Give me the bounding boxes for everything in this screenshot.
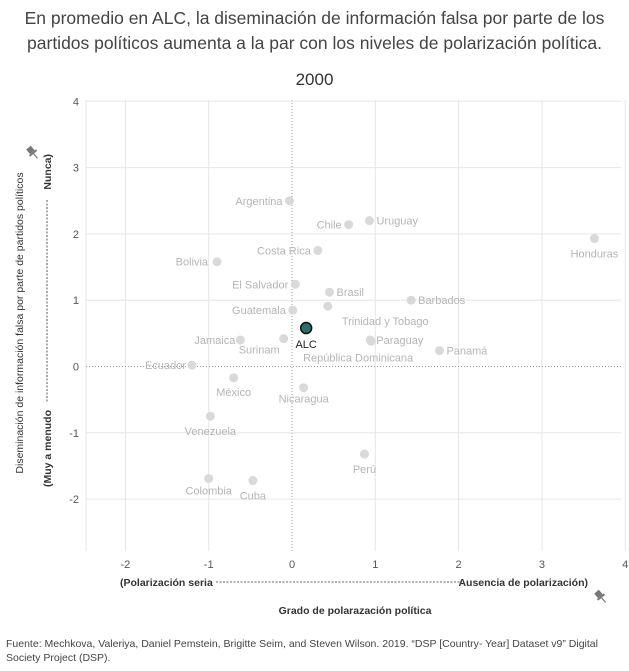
y-tick-label: 3 <box>73 163 79 175</box>
label-venezuela: Venezuela <box>185 426 237 438</box>
label-alc: ALC <box>295 339 316 351</box>
pin-icon <box>26 145 38 159</box>
y-axis-title-group: Diseminación de información falsa por pa… <box>14 172 26 473</box>
point-trinidad-y-tobago <box>323 301 333 311</box>
source-note: Fuente: Mechkova, Valeriya, Daniel Pemst… <box>6 638 598 664</box>
point-cuba <box>248 476 258 486</box>
tick-labels: -2 -1 0 1 2 3 4 4 3 2 1 0 -1 -2 <box>69 96 628 571</box>
data-points <box>187 196 599 486</box>
y-axis-top-label: Nunca) <box>42 154 54 190</box>
y-axis-title: Diseminación de información falsa por pa… <box>14 172 26 473</box>
pin-icon <box>594 589 606 603</box>
label-cuba: Cuba <box>240 491 267 503</box>
title-line-2: partidos políticos aumenta a la par con … <box>27 33 602 53</box>
label-brasil: Brasil <box>336 287 364 299</box>
x-axis-left-label: (Polarización seria <box>120 577 213 589</box>
y-tick-label: 4 <box>73 96 79 108</box>
point-honduras <box>589 234 599 244</box>
label-barbados: Barbados <box>418 295 466 307</box>
label-chile: Chile <box>317 220 342 232</box>
x-tick-label: 4 <box>622 559 628 571</box>
label-honduras: Honduras <box>571 249 619 261</box>
label-jamaica: Jamaica <box>194 335 236 347</box>
y-tick-label: 2 <box>73 229 79 241</box>
label-colombia: Colombia <box>185 486 232 498</box>
label-trinidad-y-tobago: Trinidad y Tobago <box>342 316 429 328</box>
axis-labels: (Polarización seria Ausencia de polarizac… <box>14 145 606 617</box>
point-república-dominicana <box>366 336 376 346</box>
point-bolivia <box>212 257 222 267</box>
label-costa-rica: Costa Rica <box>257 245 312 257</box>
label-guatemala: Guatemala <box>232 305 287 317</box>
point-uruguay <box>364 216 374 226</box>
y-axis-top-group: Nunca) <box>42 154 54 190</box>
label-surinam: Surinam <box>239 345 280 357</box>
x-axis-title: Grado de polarazación política <box>279 605 432 617</box>
label-méxico: México <box>216 387 251 399</box>
point-argentina <box>285 196 295 206</box>
label-ecuador: Ecuador <box>145 360 186 372</box>
y-axis-bottom-group: (Muy a menudo <box>42 410 54 487</box>
x-tick-label: 0 <box>289 559 295 571</box>
point-alc <box>299 321 313 335</box>
y-tick-label: 0 <box>73 362 79 374</box>
x-tick-label: 3 <box>539 559 545 571</box>
point-ecuador <box>187 360 197 370</box>
point-venezuela <box>205 411 215 421</box>
label-nicaragua: Nicaragua <box>279 394 330 406</box>
y-tick-label: -1 <box>69 428 79 440</box>
label-uruguay: Uruguay <box>376 216 418 228</box>
y-tick-label: 1 <box>73 295 79 307</box>
point-panamá <box>434 346 444 356</box>
x-tick-label: 1 <box>372 559 378 571</box>
point-costa-rica <box>313 245 323 255</box>
point-labels: Argentina Chile Uruguay Costa Rica Honduras B… <box>145 196 619 503</box>
point-barbados <box>406 295 416 305</box>
x-axis-right-label: Ausencia de polarización) <box>458 577 588 589</box>
x-tick-label: -1 <box>204 559 214 571</box>
x-tick-label: -2 <box>121 559 131 571</box>
label-paraguay: Paraguay <box>376 335 424 347</box>
point-perú <box>359 449 369 459</box>
point-nicaragua <box>299 383 309 393</box>
label-panamá: Panamá <box>446 346 488 358</box>
point-brasil <box>324 287 334 297</box>
point-chile <box>344 220 354 230</box>
point-colombia <box>204 474 214 484</box>
label-perú: Perú <box>353 464 376 476</box>
point-jamaica <box>235 335 245 345</box>
point-méxico <box>229 373 239 383</box>
point-el-salvador <box>290 279 300 289</box>
point-guatemala <box>288 305 298 315</box>
chart-title: En promedio en ALC, la diseminación de i… <box>0 6 629 56</box>
label-república-dominicana: República Dominicana <box>303 352 414 364</box>
point-surinam <box>279 334 289 344</box>
chart-year-label: 2000 <box>295 70 334 89</box>
label-el-salvador: El Salvador <box>232 279 289 291</box>
x-tick-label: 2 <box>456 559 462 571</box>
y-axis-bottom-label: (Muy a menudo <box>42 410 54 487</box>
title-line-1: En promedio en ALC, la diseminación de i… <box>24 8 605 28</box>
label-bolivia: Bolivia <box>176 257 209 269</box>
grid-lines <box>85 100 626 551</box>
y-tick-label: -2 <box>69 494 79 506</box>
label-argentina: Argentina <box>235 196 283 208</box>
